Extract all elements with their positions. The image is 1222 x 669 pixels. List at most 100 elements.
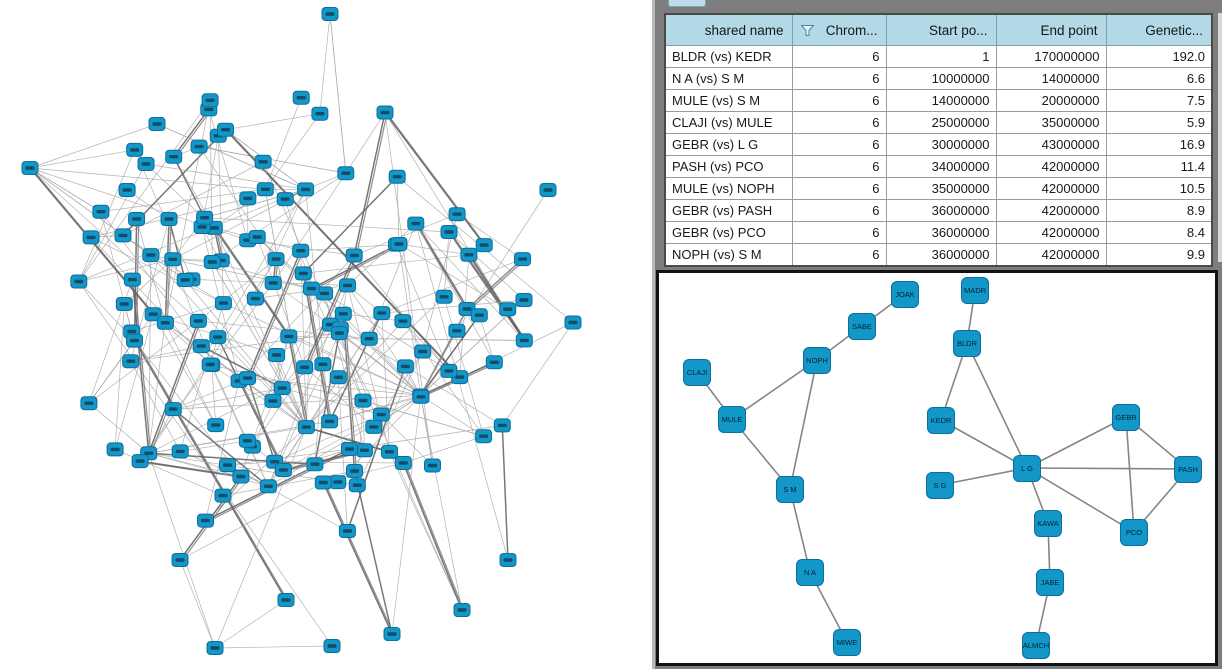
network-node-claji[interactable]: CLAJI (683, 359, 711, 386)
network-node[interactable] (339, 278, 356, 293)
network-node[interactable] (148, 117, 166, 131)
network-node[interactable] (246, 291, 264, 306)
network-node[interactable] (394, 456, 412, 470)
network-node-lg[interactable]: L G (1013, 455, 1041, 482)
network-node-madr[interactable]: MADR (961, 277, 989, 304)
network-node[interactable] (475, 238, 493, 253)
table-cell[interactable]: 10000000 (885, 67, 997, 90)
network-node-jabe[interactable]: JABE (1036, 569, 1064, 596)
table-cell[interactable]: 42000000 (995, 155, 1107, 178)
network-node[interactable] (114, 228, 132, 243)
main-network-canvas[interactable] (0, 0, 652, 669)
panel-tab[interactable] (668, 0, 706, 7)
network-node[interactable] (280, 329, 298, 344)
network-node[interactable] (329, 475, 347, 490)
network-node[interactable] (268, 348, 286, 362)
network-node[interactable] (118, 183, 136, 197)
network-node[interactable] (314, 357, 332, 372)
network-node[interactable] (164, 402, 182, 417)
network-node-miwe[interactable]: MIWE (833, 629, 861, 656)
table-cell[interactable]: 34000000 (885, 155, 997, 178)
network-node[interactable] (264, 276, 282, 290)
network-node[interactable] (383, 627, 401, 641)
network-node[interactable] (376, 105, 394, 120)
network-node[interactable] (190, 139, 208, 154)
network-node[interactable] (122, 354, 140, 369)
network-node-sm[interactable]: S M (776, 476, 804, 503)
network-node[interactable] (390, 237, 408, 251)
table-cell[interactable]: 8.9 (1105, 199, 1213, 222)
network-node[interactable] (171, 553, 189, 567)
network-node[interactable] (453, 603, 471, 617)
network-node[interactable] (412, 389, 430, 404)
network-node-mule[interactable]: MULE (718, 406, 746, 433)
network-node[interactable] (219, 458, 236, 473)
column-header-end-point[interactable]: End point (995, 13, 1107, 46)
table-row[interactable]: NOPH (vs) S M 6 36000000 42000000 9.9 (664, 243, 1213, 267)
network-node[interactable] (345, 248, 363, 263)
table-cell[interactable]: 6.6 (1105, 67, 1213, 90)
table-cell[interactable]: 25000000 (885, 111, 997, 134)
network-node[interactable] (201, 93, 219, 108)
network-node[interactable] (273, 381, 291, 396)
network-node[interactable] (316, 286, 334, 301)
network-node[interactable] (296, 360, 314, 375)
table-row[interactable]: MULE (vs) NOPH 6 35000000 42000000 10.5 (664, 177, 1213, 200)
table-cell[interactable]: 42000000 (995, 243, 1107, 267)
network-node[interactable] (564, 315, 582, 330)
network-node[interactable] (165, 149, 183, 164)
network-node[interactable] (21, 161, 39, 175)
table-cell[interactable]: 6 (791, 111, 887, 134)
table-cell[interactable]: 9.9 (1105, 243, 1213, 267)
network-node[interactable] (144, 307, 162, 322)
network-node[interactable] (355, 443, 373, 458)
table-cell[interactable]: 20000000 (995, 89, 1107, 112)
network-node[interactable] (372, 407, 390, 422)
table-cell[interactable]: 36000000 (885, 221, 997, 244)
network-node[interactable] (126, 142, 144, 157)
network-node[interactable] (201, 357, 219, 372)
network-node[interactable] (381, 444, 398, 459)
network-node[interactable] (276, 192, 294, 207)
network-node-joak[interactable]: JOAK (891, 281, 919, 308)
table-row[interactable]: GEBR (vs) PCO 6 36000000 42000000 8.4 (664, 221, 1213, 244)
network-node[interactable] (311, 106, 329, 121)
network-node-na[interactable]: N A (796, 559, 824, 586)
table-cell[interactable]: 6 (791, 89, 887, 112)
network-node[interactable] (302, 281, 320, 296)
network-node[interactable] (346, 464, 363, 478)
table-row[interactable]: MULE (vs) S M 6 14000000 20000000 7.5 (664, 89, 1213, 112)
network-node[interactable] (515, 293, 533, 307)
table-cell[interactable]: 6 (791, 155, 887, 178)
network-node[interactable] (435, 289, 453, 304)
network-node[interactable] (214, 488, 232, 503)
table-cell[interactable]: 192.0 (1105, 45, 1213, 68)
network-node[interactable] (156, 315, 174, 330)
network-node[interactable] (277, 593, 295, 607)
table-cell[interactable]: PASH (vs) PCO (664, 155, 793, 178)
network-node[interactable] (341, 442, 358, 456)
network-node[interactable] (440, 363, 458, 378)
network-node[interactable] (338, 524, 356, 538)
network-node[interactable] (164, 252, 182, 267)
network-node[interactable] (396, 359, 414, 374)
network-node[interactable] (493, 418, 511, 433)
network-node[interactable] (207, 418, 225, 433)
network-node[interactable] (142, 248, 160, 263)
table-cell[interactable]: BLDR (vs) KEDR (664, 45, 793, 68)
table-row[interactable]: PASH (vs) PCO 6 34000000 42000000 11.4 (664, 155, 1213, 178)
table-row[interactable]: GEBR (vs) PASH 6 36000000 42000000 8.9 (664, 199, 1213, 222)
network-node[interactable] (297, 182, 315, 197)
table-row[interactable]: CLAJI (vs) MULE 6 25000000 35000000 5.9 (664, 111, 1213, 134)
network-node[interactable] (306, 457, 324, 472)
network-node[interactable] (197, 513, 214, 528)
table-cell[interactable]: 6 (791, 177, 887, 200)
table-cell[interactable]: 10.5 (1105, 177, 1213, 200)
table-cell[interactable]: 6 (791, 45, 887, 68)
network-node[interactable] (80, 396, 98, 411)
network-node[interactable] (460, 247, 478, 262)
network-node[interactable] (470, 308, 488, 323)
table-cell[interactable]: MULE (vs) S M (664, 89, 793, 112)
network-node[interactable] (314, 475, 332, 490)
network-node[interactable] (448, 207, 466, 222)
